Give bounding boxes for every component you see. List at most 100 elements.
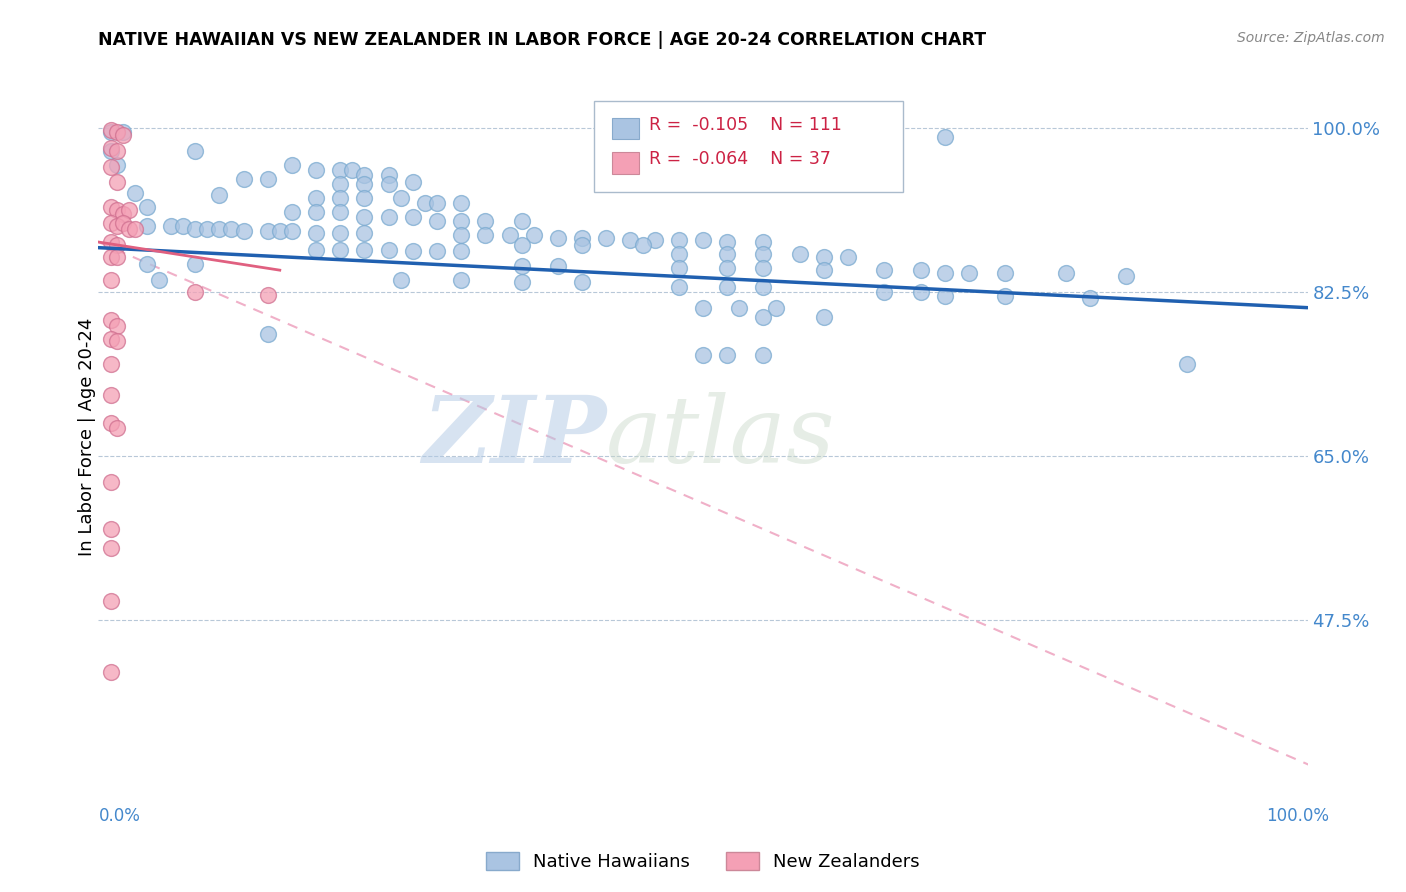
Point	[510, 260, 533, 274]
Point	[1115, 268, 1137, 283]
Point	[837, 250, 859, 264]
Point	[474, 228, 496, 243]
Point	[118, 203, 141, 218]
Point	[450, 228, 472, 243]
Point	[716, 247, 738, 261]
Point	[523, 228, 546, 243]
Text: 100.0%: 100.0%	[1265, 807, 1329, 825]
Text: ZIP: ZIP	[422, 392, 606, 482]
Point	[135, 257, 157, 271]
Point	[934, 289, 956, 303]
Point	[474, 214, 496, 228]
Point	[413, 195, 436, 210]
Point	[100, 235, 122, 249]
Point	[426, 244, 449, 259]
Text: Source: ZipAtlas.com: Source: ZipAtlas.com	[1237, 31, 1385, 45]
Point	[426, 195, 449, 210]
Point	[668, 261, 690, 276]
Point	[668, 247, 690, 261]
Point	[873, 285, 896, 299]
Point	[353, 210, 375, 224]
Point	[256, 224, 278, 238]
Text: 0.0%: 0.0%	[98, 807, 141, 825]
Point	[353, 168, 375, 182]
Point	[571, 237, 593, 252]
Point	[353, 177, 375, 191]
Point	[221, 222, 243, 236]
Point	[716, 261, 738, 276]
Point	[111, 216, 134, 230]
Point	[547, 260, 569, 274]
Point	[100, 416, 122, 430]
Point	[305, 243, 328, 257]
Point	[105, 250, 128, 264]
Point	[281, 158, 304, 172]
Point	[450, 272, 472, 286]
Point	[208, 222, 231, 236]
Text: atlas: atlas	[606, 392, 835, 482]
Point	[100, 594, 122, 608]
Point	[329, 177, 352, 191]
Point	[105, 237, 128, 252]
Point	[716, 280, 738, 294]
Point	[329, 243, 352, 257]
Point	[957, 266, 980, 280]
Point	[752, 310, 775, 324]
Point	[100, 388, 122, 402]
Point	[716, 347, 738, 361]
Point	[873, 130, 896, 145]
Point	[644, 233, 666, 247]
Point	[329, 226, 352, 240]
Point	[547, 231, 569, 245]
FancyBboxPatch shape	[613, 153, 638, 174]
Point	[910, 263, 932, 277]
Point	[402, 210, 425, 224]
Point	[100, 200, 122, 214]
Point	[184, 257, 207, 271]
Legend: Native Hawaiians, New Zealanders: Native Hawaiians, New Zealanders	[479, 845, 927, 879]
Point	[305, 162, 328, 177]
Point	[934, 130, 956, 145]
Point	[111, 207, 134, 221]
Point	[100, 522, 122, 536]
Text: NATIVE HAWAIIAN VS NEW ZEALANDER IN LABOR FORCE | AGE 20-24 CORRELATION CHART: NATIVE HAWAIIAN VS NEW ZEALANDER IN LABO…	[98, 31, 987, 49]
Point	[342, 162, 364, 177]
Point	[692, 347, 714, 361]
Point	[353, 191, 375, 205]
Point	[571, 231, 593, 245]
Point	[813, 310, 835, 324]
Point	[934, 266, 956, 280]
Point	[105, 144, 128, 158]
Point	[111, 128, 134, 142]
Point	[100, 332, 122, 346]
Point	[172, 219, 194, 233]
Point	[148, 272, 170, 286]
Point	[184, 144, 207, 158]
Point	[100, 160, 122, 174]
Point	[450, 244, 472, 259]
Point	[256, 287, 278, 301]
Point	[105, 334, 128, 349]
Point	[105, 319, 128, 334]
Point	[910, 285, 932, 299]
Point	[269, 224, 291, 238]
Point	[692, 301, 714, 315]
Point	[752, 261, 775, 276]
Point	[1054, 266, 1077, 280]
Point	[377, 168, 399, 182]
Point	[668, 233, 690, 247]
Point	[305, 226, 328, 240]
Point	[329, 205, 352, 219]
Point	[510, 214, 533, 228]
Point	[571, 276, 593, 290]
Point	[994, 289, 1017, 303]
Point	[402, 244, 425, 259]
Point	[450, 195, 472, 210]
FancyBboxPatch shape	[595, 101, 903, 192]
Point	[377, 210, 399, 224]
Point	[752, 347, 775, 361]
Point	[692, 233, 714, 247]
Point	[100, 313, 122, 327]
Point	[100, 216, 122, 230]
Point	[813, 250, 835, 264]
